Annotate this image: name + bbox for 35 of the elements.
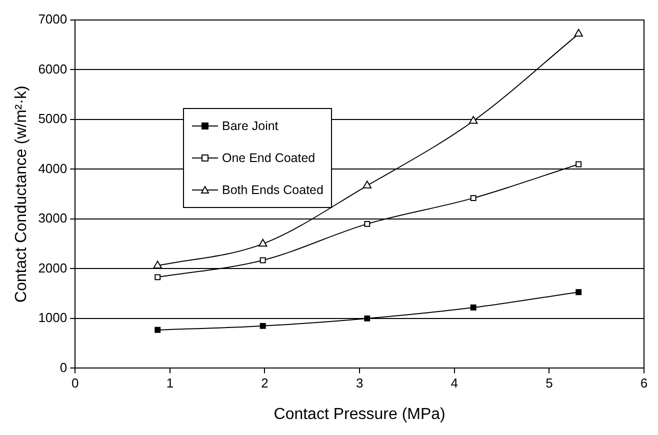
point [258, 238, 268, 247]
x-tick-label: 1 [166, 376, 174, 391]
y-tick-label: 1000 [38, 310, 68, 326]
point [574, 28, 583, 37]
point [468, 116, 478, 124]
y-tick-label: 2000 [38, 260, 68, 276]
y-tick-label: 7000 [38, 12, 68, 27]
point [576, 161, 582, 168]
point [154, 326, 161, 333]
point [470, 304, 476, 310]
point [260, 322, 266, 329]
x-tick-label: 6 [640, 376, 648, 391]
x-tick-label: 2 [261, 376, 268, 391]
y-axis-title: Contact Conductance (w/m²·k) [13, 86, 30, 303]
legend-label: One End Coated [222, 151, 316, 165]
legend-label: Both Ends Coated [222, 183, 324, 197]
y-tick-label: 5000 [38, 111, 68, 126]
x-tick-label: 4 [450, 376, 458, 391]
point [154, 274, 161, 280]
x-axis-title: Contact Pressure (MPa) [274, 406, 446, 423]
point [362, 180, 372, 188]
y-tick-label: 0 [60, 360, 68, 375]
point [364, 220, 370, 227]
x-tick-label: 0 [72, 376, 79, 391]
point [364, 315, 370, 322]
point [260, 257, 266, 264]
y-tick-label: 3000 [38, 210, 68, 226]
y-tick-label: 4000 [38, 160, 68, 176]
legend-label: Bare Joint [222, 119, 278, 133]
point [470, 195, 476, 202]
x-tick-label: 3 [356, 376, 364, 391]
y-tick-label: 6000 [38, 61, 68, 76]
point [153, 260, 162, 268]
x-tick-label: 5 [546, 376, 553, 391]
point [576, 289, 582, 296]
